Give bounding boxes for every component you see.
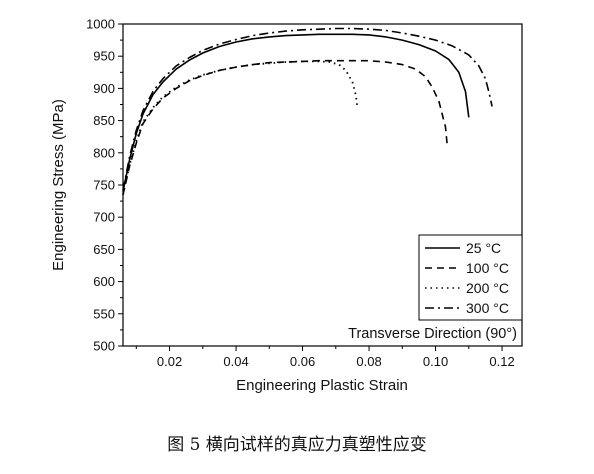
y-tick-label: 1000 — [86, 17, 115, 32]
figure-caption: 图 5 横向试样的真应力真塑性应变 — [167, 435, 427, 455]
x-tick-label: 0.10 — [423, 354, 448, 369]
y-tick-label: 550 — [93, 306, 115, 321]
y-axis-ticks: 500 550 600 650 700 750 800 850 900 950 1000 — [86, 17, 123, 354]
y-axis-label: Engineering Stress (MPa) — [50, 99, 67, 271]
y-tick-label: 700 — [93, 210, 115, 225]
x-tick-label: 0.02 — [157, 354, 182, 369]
y-tick-label: 800 — [93, 145, 115, 160]
x-tick-label: 0.04 — [223, 354, 248, 369]
y-tick-label: 950 — [93, 49, 115, 64]
legend-label: 200 °C — [466, 280, 509, 296]
series-line — [122, 59, 448, 195]
legend-label: 25 °C — [466, 240, 501, 256]
y-tick-label: 600 — [93, 274, 115, 289]
series-line — [122, 60, 359, 195]
y-tick-label: 900 — [93, 81, 115, 96]
x-tick-label: 0.08 — [356, 354, 381, 369]
series-layer — [122, 27, 493, 195]
x-axis-ticks: 0.02 0.04 0.06 0.08 0.10 0.12 — [135, 346, 515, 369]
legend-label: 100 °C — [466, 260, 509, 276]
x-axis-label: Engineering Plastic Strain — [236, 377, 408, 394]
y-tick-label: 650 — [93, 242, 115, 257]
x-tick-label: 0.12 — [489, 354, 514, 369]
annotation-transverse-direction: Transverse Direction (90°) — [348, 326, 517, 342]
x-tick-label: 0.06 — [290, 354, 315, 369]
y-tick-label: 850 — [93, 113, 115, 128]
series-line — [122, 33, 470, 192]
series-line — [122, 27, 493, 191]
y-tick-label: 500 — [93, 339, 115, 354]
legend-box — [418, 234, 523, 321]
legend-label: 300 °C — [466, 300, 509, 316]
y-tick-label: 750 — [93, 178, 115, 193]
legend: 25 °C 100 °C 200 °C 300 °C — [418, 234, 523, 321]
